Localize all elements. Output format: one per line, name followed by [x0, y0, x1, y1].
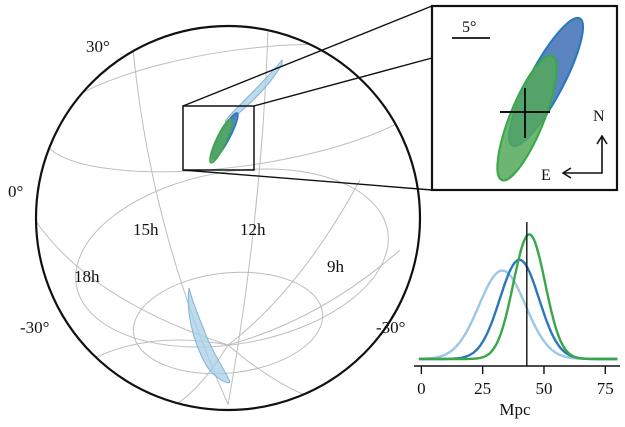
dec-line-lower — [132, 271, 324, 375]
globe-outline — [34, 24, 422, 412]
distance-curve-1 — [418, 269, 618, 361]
compass-north-label: N — [593, 108, 605, 125]
ra-line-4 — [227, 249, 401, 346]
ra-label-9h: 9h — [327, 257, 345, 276]
scale-label: 5° — [462, 19, 476, 36]
connector-middle — [253, 57, 433, 107]
ra-label-15h: 15h — [133, 220, 159, 239]
compass-arrows — [564, 137, 603, 174]
x-tick-label-0: 0 — [417, 379, 426, 398]
connector-bottom — [182, 169, 433, 191]
ra-line-6 — [174, 344, 229, 406]
dec-line-equator — [75, 168, 389, 348]
dec-label-0: 0° — [8, 182, 23, 201]
north-arrowhead — [596, 134, 608, 145]
zoom-connectors — [182, 5, 433, 191]
dec-label-minus30-left: -30° — [20, 318, 49, 337]
x-tick-label-75: 75 — [597, 379, 614, 398]
compass-east-label: E — [541, 167, 551, 184]
distance-curve-3 — [418, 233, 618, 361]
dec-label-30: 30° — [86, 37, 110, 56]
distance-curve-2 — [418, 258, 618, 361]
x-axis-label: Mpc — [499, 400, 531, 419]
connector-top — [182, 5, 433, 107]
ra-line-8 — [227, 179, 361, 346]
x-tick-label-25: 25 — [474, 379, 491, 398]
ra-label-12h: 12h — [240, 220, 266, 239]
x-tick-label-50: 50 — [535, 379, 552, 398]
tick-layer: 0 25 50 75 — [417, 366, 614, 398]
sky-globe: 30° 0° -30° -30° 15h 12h 9h 18h — [8, 24, 422, 412]
green-region-small — [209, 118, 233, 164]
ra-line-5 — [227, 344, 331, 405]
zoom-box — [182, 105, 255, 171]
series-layer — [418, 233, 618, 361]
dec-label-minus30-right: -30° — [376, 318, 405, 337]
east-arrowhead — [561, 167, 572, 179]
ra-line-7 — [89, 339, 229, 361]
zoom-inset: 5° N E — [430, 4, 619, 192]
ra-label-18h: 18h — [74, 267, 100, 286]
light-blue-region-south — [187, 287, 231, 384]
distance-plot: 0 25 50 75 Mpc — [414, 222, 620, 419]
